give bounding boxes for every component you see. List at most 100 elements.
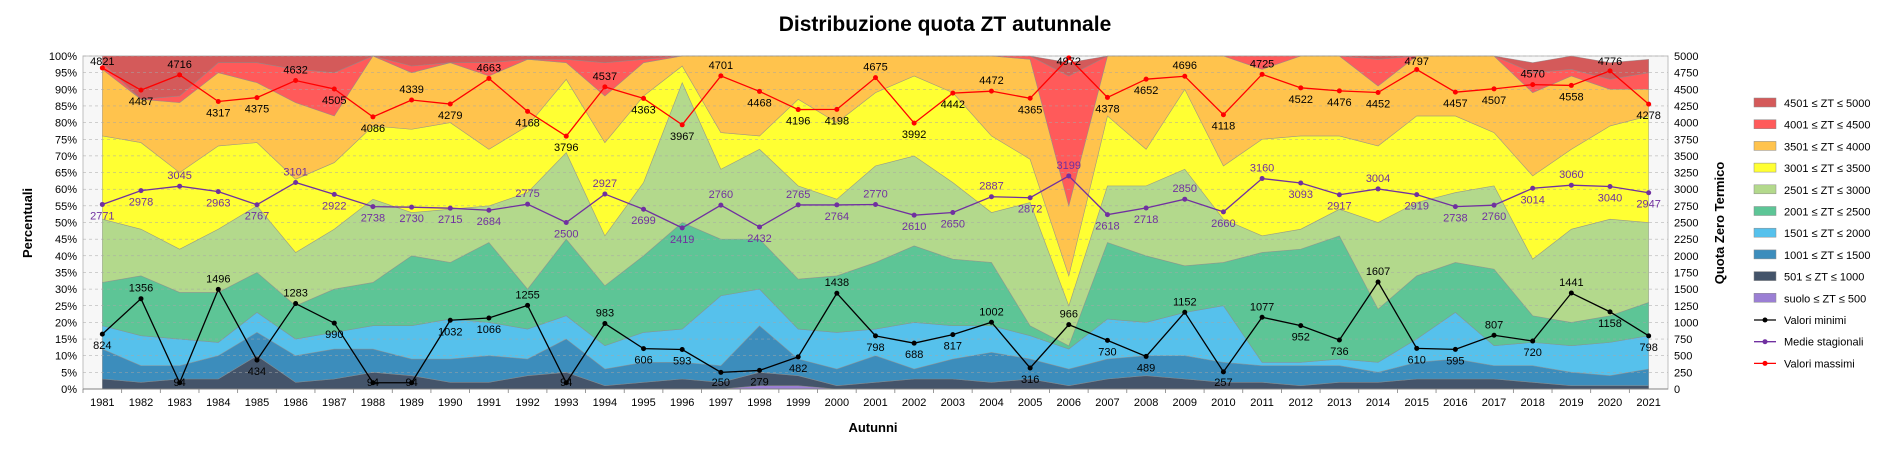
point-valori-massimi bbox=[215, 98, 221, 104]
x-tick-label: 1987 bbox=[322, 397, 346, 409]
x-tick-label: 1982 bbox=[129, 397, 153, 409]
point-valori-minimi bbox=[950, 332, 956, 338]
x-tick-label: 2020 bbox=[1598, 397, 1622, 409]
point-medie-stagionali bbox=[1143, 205, 1149, 211]
point-valori-minimi bbox=[834, 290, 840, 296]
label-medie-stagionali: 2760 bbox=[1482, 211, 1506, 223]
point-medie-stagionali bbox=[447, 205, 453, 211]
point-valori-minimi bbox=[1568, 290, 1574, 296]
label-medie-stagionali: 3060 bbox=[1559, 169, 1583, 181]
label-valori-massimi: 4797 bbox=[1404, 56, 1428, 68]
point-valori-minimi bbox=[718, 369, 724, 375]
point-valori-minimi bbox=[602, 321, 608, 327]
label-medie-stagionali: 2715 bbox=[438, 214, 462, 226]
point-medie-stagionali bbox=[1066, 173, 1072, 179]
label-valori-massimi: 4558 bbox=[1559, 91, 1583, 103]
point-medie-stagionali bbox=[1414, 192, 1420, 198]
x-tick-label: 2008 bbox=[1134, 397, 1158, 409]
label-valori-massimi: 4821 bbox=[90, 56, 114, 68]
legend-label: 2501 ≤ ZT ≤ 3000 bbox=[1784, 185, 1870, 197]
point-valori-minimi bbox=[254, 357, 260, 363]
y2-tick-label: 2000 bbox=[1674, 251, 1698, 263]
legend-swatch-3501-le-zt-le-4000 bbox=[1753, 141, 1777, 151]
point-valori-minimi bbox=[1298, 323, 1304, 329]
label-medie-stagionali: 2978 bbox=[129, 197, 153, 209]
label-medie-stagionali: 2718 bbox=[1134, 214, 1158, 226]
x-tick-label: 2009 bbox=[1173, 397, 1197, 409]
point-valori-minimi bbox=[293, 301, 299, 307]
label-medie-stagionali: 2738 bbox=[361, 213, 385, 225]
label-medie-stagionali: 2767 bbox=[245, 211, 269, 223]
point-valori-minimi bbox=[1414, 345, 1420, 351]
point-valori-massimi bbox=[293, 78, 299, 84]
point-valori-minimi bbox=[215, 286, 221, 292]
label-valori-massimi: 4118 bbox=[1212, 121, 1236, 133]
label-valori-massimi: 4476 bbox=[1327, 97, 1351, 109]
legend-label: 3501 ≤ ZT ≤ 4000 bbox=[1784, 141, 1870, 153]
y2-tick-label: 3250 bbox=[1674, 168, 1698, 180]
label-valori-minimi: 1158 bbox=[1598, 318, 1622, 330]
point-medie-stagionali bbox=[950, 210, 956, 216]
point-medie-stagionali bbox=[602, 191, 608, 197]
label-medie-stagionali: 2919 bbox=[1404, 201, 1428, 213]
point-medie-stagionali bbox=[563, 220, 569, 225]
label-medie-stagionali: 2500 bbox=[554, 229, 578, 241]
label-medie-stagionali: 3040 bbox=[1598, 193, 1622, 205]
point-medie-stagionali bbox=[1530, 185, 1536, 191]
y-tick-label: 20% bbox=[55, 317, 77, 329]
point-medie-stagionali bbox=[409, 204, 415, 210]
legend-label: Valori minimi bbox=[1784, 315, 1846, 327]
x-tick-label: 1997 bbox=[709, 397, 733, 409]
point-medie-stagionali bbox=[718, 202, 724, 208]
point-valori-minimi bbox=[1143, 353, 1149, 359]
legend-swatch-2001-le-zt-le-2500 bbox=[1753, 206, 1777, 216]
x-tick-label: 2012 bbox=[1289, 397, 1313, 409]
point-medie-stagionali bbox=[1104, 212, 1110, 218]
label-valori-minimi: 824 bbox=[93, 340, 111, 352]
point-valori-minimi bbox=[911, 340, 917, 346]
legend-swatch-4501-le-zt-le-5000 bbox=[1753, 97, 1777, 108]
point-medie-stagionali bbox=[1336, 192, 1342, 198]
label-medie-stagionali: 2730 bbox=[399, 213, 423, 225]
label-valori-minimi: 966 bbox=[1060, 309, 1078, 321]
point-medie-stagionali bbox=[215, 189, 221, 195]
y2-tick-label: 500 bbox=[1674, 351, 1692, 363]
y2-tick-label: 2250 bbox=[1674, 234, 1698, 246]
y-tick-label: 30% bbox=[55, 284, 77, 296]
point-valori-massimi bbox=[447, 101, 453, 107]
label-valori-massimi: 4652 bbox=[1134, 85, 1158, 97]
point-valori-minimi bbox=[447, 317, 453, 323]
data-labels: 824 1356 94 1496 434 1283 990 94 94 1032 1066 1255 9… bbox=[90, 56, 1661, 389]
legend-label: 501 ≤ ZT ≤ 1000 bbox=[1784, 272, 1864, 284]
x-tick-label: 2018 bbox=[1520, 397, 1544, 409]
point-valori-minimi bbox=[1375, 279, 1381, 285]
chart-title: Distribuzione quota ZT autunnale bbox=[779, 13, 1112, 36]
label-valori-minimi: 1356 bbox=[129, 283, 153, 295]
y2-tick-label: 3500 bbox=[1674, 151, 1698, 163]
legend: 4501 ≤ ZT ≤ 5000 4001 ≤ ZT ≤ 4500 3501 ≤ Z… bbox=[1753, 97, 1870, 370]
legend-swatch-4001-le-zt-le-4500 bbox=[1753, 119, 1777, 129]
y-tick-label: 40% bbox=[55, 251, 77, 263]
point-valori-massimi bbox=[873, 75, 878, 81]
point-valori-massimi bbox=[1066, 55, 1072, 61]
point-medie-stagionali bbox=[795, 202, 801, 208]
point-valori-minimi bbox=[99, 331, 105, 337]
label-medie-stagionali: 3014 bbox=[1520, 194, 1544, 206]
point-valori-massimi bbox=[1491, 86, 1497, 92]
y2-tick-label: 4500 bbox=[1674, 84, 1698, 96]
label-valori-minimi: 593 bbox=[673, 356, 691, 368]
label-valori-massimi: 4452 bbox=[1366, 98, 1390, 110]
point-medie-stagionali bbox=[1027, 195, 1033, 201]
point-medie-stagionali bbox=[1452, 204, 1458, 210]
point-medie-stagionali bbox=[99, 201, 105, 207]
label-valori-minimi: 1496 bbox=[206, 273, 230, 285]
label-valori-minimi: 798 bbox=[1639, 342, 1657, 354]
label-valori-massimi: 4487 bbox=[129, 96, 153, 108]
x-tick-label: 2001 bbox=[863, 397, 887, 409]
label-valori-minimi: 817 bbox=[944, 341, 962, 353]
point-valori-massimi bbox=[602, 84, 608, 90]
x-tick-label: 2016 bbox=[1443, 397, 1467, 409]
x-tick-label: 2019 bbox=[1559, 397, 1583, 409]
y2-tick-label: 4250 bbox=[1674, 101, 1698, 113]
label-medie-stagionali: 2432 bbox=[747, 233, 771, 245]
